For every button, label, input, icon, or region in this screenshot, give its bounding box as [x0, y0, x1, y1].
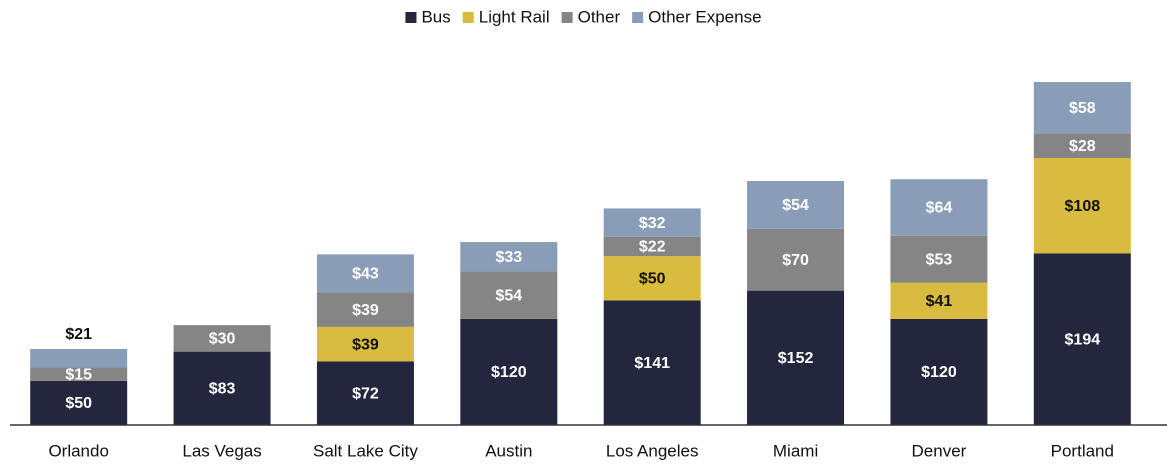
legend-label: Other Expense: [648, 7, 761, 26]
legend-swatch: [561, 12, 573, 23]
bar-segment: [1033, 82, 1131, 134]
bar-segment: [316, 361, 414, 425]
value-label: $28: [1069, 138, 1096, 155]
value-label: $83: [209, 381, 236, 398]
bar-segment: [460, 318, 558, 425]
bar-segment: [1033, 253, 1131, 425]
x-tick-label: Orlando: [48, 441, 108, 460]
bar-segment: [1033, 158, 1131, 254]
bar-segment: [603, 256, 701, 301]
bar-segment: [460, 242, 558, 272]
legend-label: Bus: [421, 7, 450, 26]
x-tick-label: Salt Lake City: [313, 441, 418, 460]
value-label: $50: [65, 395, 92, 412]
legend-swatch: [405, 12, 417, 23]
bar-segment: [747, 228, 845, 291]
value-label: $22: [639, 239, 666, 256]
bar-segment: [603, 300, 701, 425]
x-tick-label: Los Angeles: [606, 441, 699, 460]
bar-segment: [173, 325, 271, 352]
value-label: $33: [495, 249, 522, 266]
legend-swatch: [632, 12, 644, 23]
bar-segment: [747, 290, 845, 425]
legend-label: Other: [578, 7, 621, 26]
value-label: $72: [352, 385, 379, 402]
x-tick-label: Miami: [773, 441, 818, 460]
value-label: $58: [1069, 100, 1096, 117]
x-tick-label: Austin: [485, 441, 532, 460]
bar-segment: [460, 271, 558, 319]
value-label: $21: [65, 326, 92, 343]
bar-segment: [603, 208, 701, 237]
bar-segment: [316, 254, 414, 293]
value-label: $54: [782, 197, 809, 214]
bar-segment: [173, 351, 271, 425]
value-label: $30: [209, 331, 236, 348]
value-label: $54: [495, 287, 522, 304]
value-label: $152: [778, 350, 814, 367]
bar-segment: [30, 380, 128, 425]
value-label: $70: [782, 252, 809, 269]
bar-segment: [30, 348, 128, 368]
bar-segment: [316, 292, 414, 327]
bar-segment: [890, 179, 988, 236]
bar-segment: [747, 181, 845, 229]
legend-swatch: [462, 12, 474, 23]
bar-segment: [890, 318, 988, 425]
value-label: $41: [926, 293, 953, 310]
bar-segment: [603, 236, 701, 257]
bar-segment: [30, 367, 128, 381]
value-label: $141: [634, 355, 670, 372]
value-label: $64: [926, 200, 953, 217]
value-label: $120: [491, 364, 527, 381]
value-label: $39: [352, 302, 379, 319]
value-label: $108: [1065, 198, 1101, 215]
value-label: $39: [352, 336, 379, 353]
legend-label: Light Rail: [479, 7, 550, 26]
bar-segment: [890, 235, 988, 283]
value-label: $120: [921, 364, 957, 381]
value-label: $53: [926, 251, 953, 268]
value-label: $50: [639, 270, 666, 287]
value-label: $43: [352, 266, 379, 283]
value-label: $194: [1065, 331, 1101, 348]
bar-segment: [890, 282, 988, 319]
x-tick-label: Portland: [1051, 441, 1114, 460]
bar-segment: [1033, 133, 1131, 159]
x-tick-label: Denver: [912, 441, 967, 460]
x-tick-label: Las Vegas: [182, 441, 261, 460]
bar-segment: [316, 326, 414, 362]
value-label: $32: [639, 215, 666, 232]
value-label: $15: [65, 366, 92, 383]
